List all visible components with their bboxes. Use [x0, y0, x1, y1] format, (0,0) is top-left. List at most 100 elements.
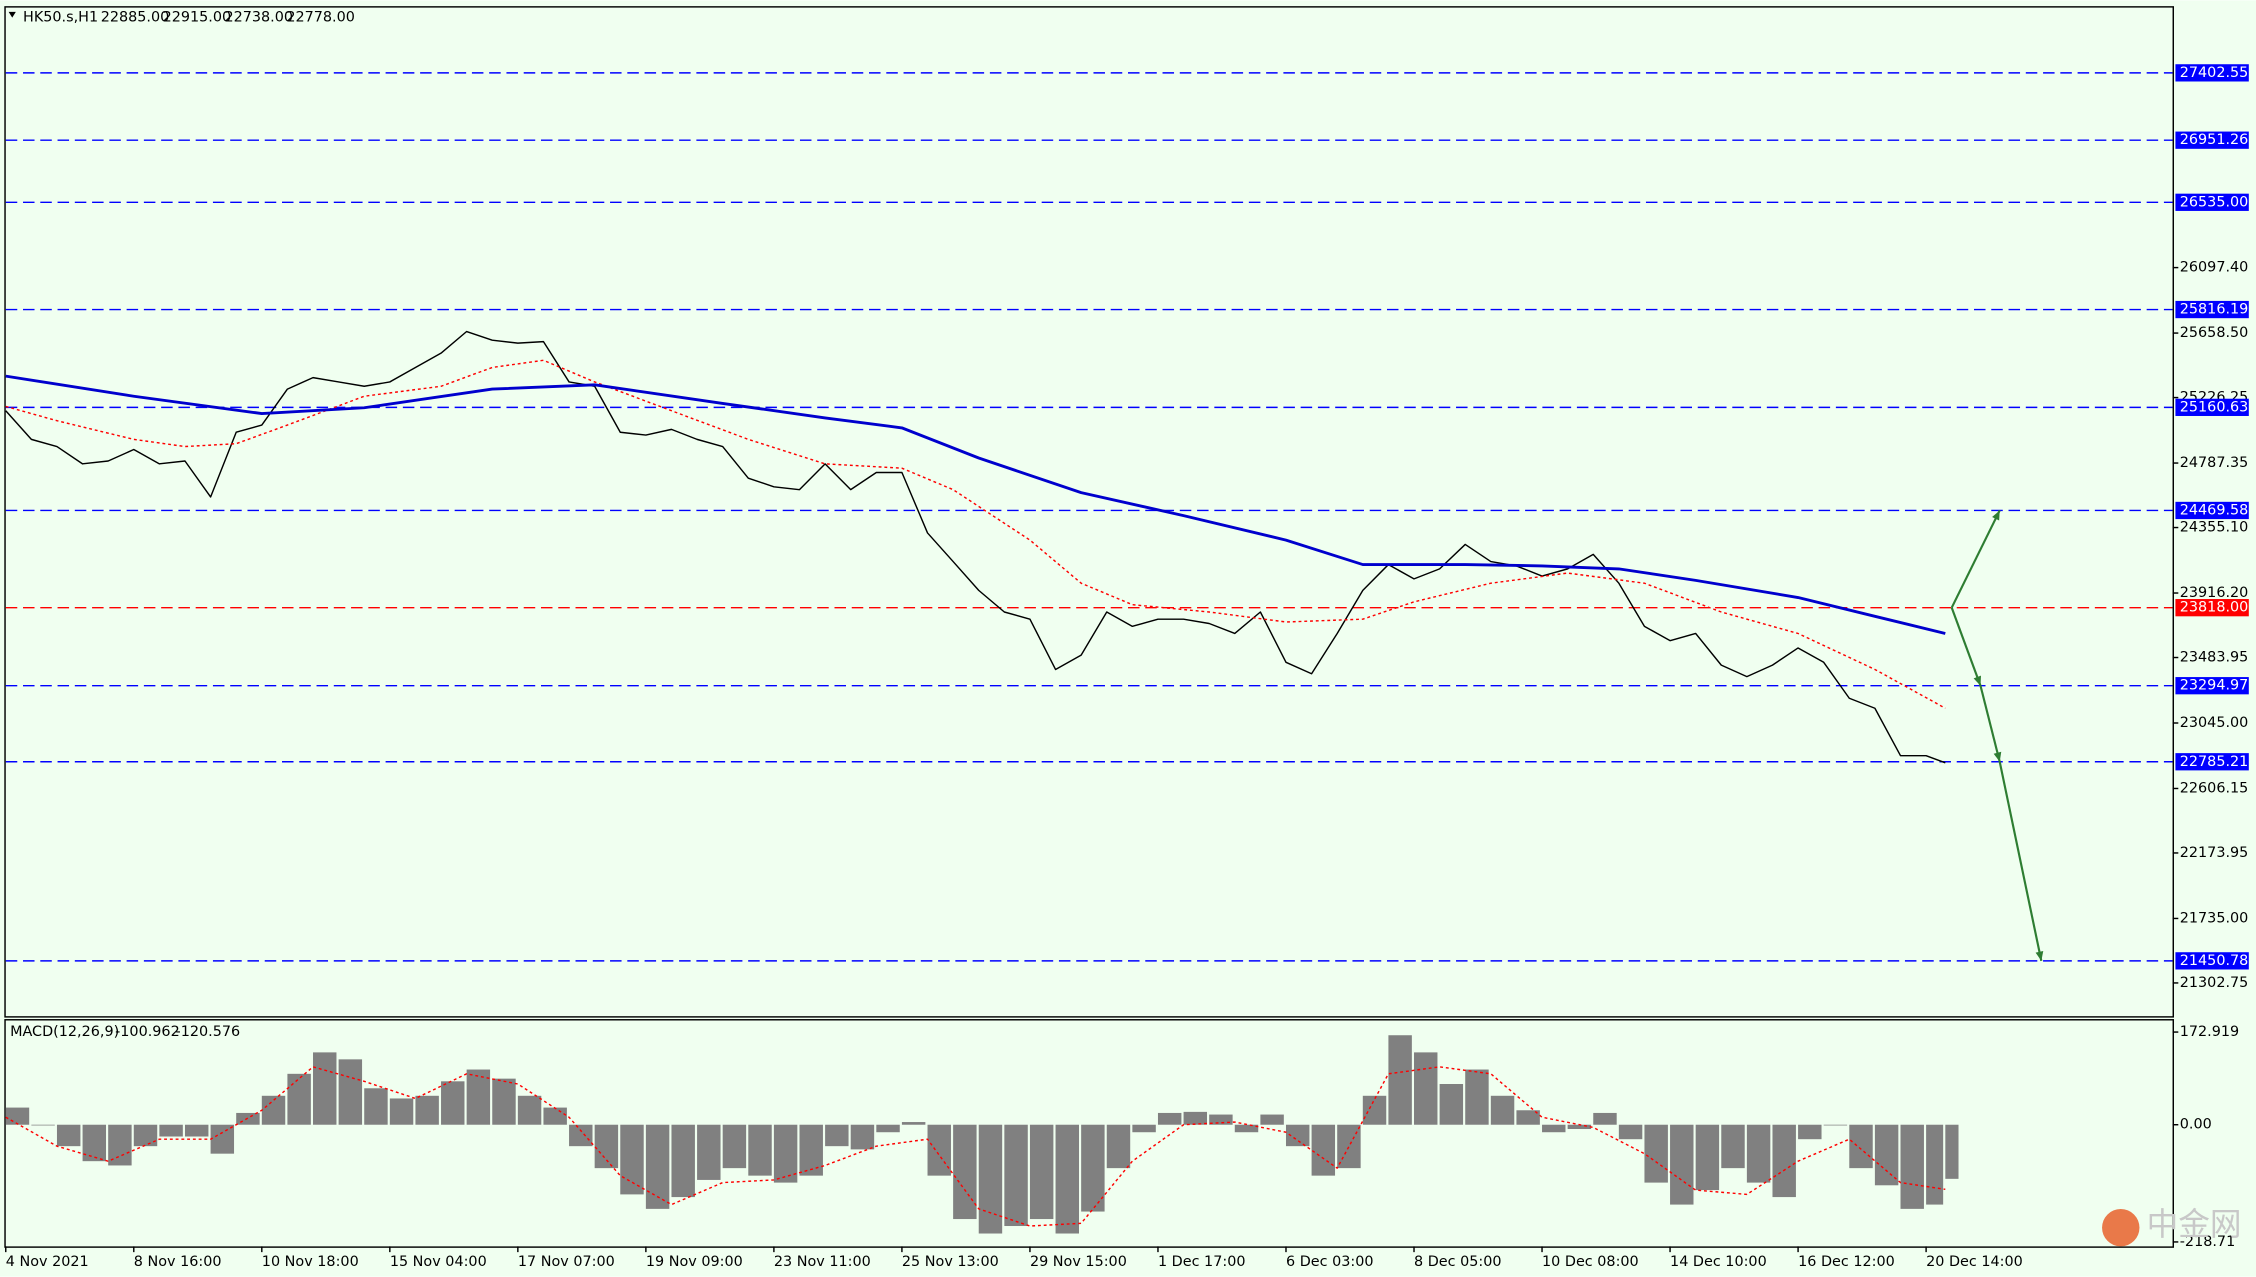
- macd-value: -100.962: [115, 1024, 180, 1040]
- main-panel: [4, 6, 2174, 1018]
- level-label: 23818.00: [2180, 600, 2249, 616]
- macd-bar: [1670, 1124, 1694, 1205]
- x-tick-label: 19 Nov 09:00: [646, 1254, 743, 1270]
- macd-bar: [953, 1124, 977, 1220]
- macd-bar: [338, 1059, 363, 1125]
- level-box: [2175, 193, 2249, 211]
- macd-bar: [1849, 1124, 1873, 1169]
- macd-bar: [645, 1124, 670, 1209]
- level-box: [2175, 753, 2249, 771]
- watermark: 中金网: [2147, 1207, 2242, 1243]
- macd-bar: [31, 1124, 55, 1126]
- x-tick-label: 14 Dec 10:00: [1670, 1254, 1767, 1270]
- macd-bar: [1337, 1124, 1361, 1169]
- macd-bar: [313, 1052, 337, 1125]
- y-tick-label: 24787.35: [2180, 455, 2249, 471]
- y-tick-label: 23045.00: [2180, 715, 2249, 731]
- level-box: [2175, 952, 2249, 970]
- level-box: [2175, 300, 2249, 319]
- macd-bar: [1234, 1124, 1259, 1133]
- menu-triangle[interactable]: [8, 11, 16, 18]
- macd-bar: [492, 1078, 516, 1125]
- macd-bar: [108, 1124, 132, 1166]
- macd-bar: [56, 1124, 81, 1147]
- series-line: [5, 330, 1946, 764]
- macd-bar: [927, 1124, 951, 1176]
- arrow-head: [1992, 510, 2000, 521]
- x-tick-label: 17 Nov 07:00: [518, 1254, 615, 1270]
- macd-bar: [1798, 1124, 1822, 1140]
- macd-bar: [1439, 1084, 1464, 1125]
- x-tick-label: 25 Nov 13:00: [902, 1254, 999, 1270]
- x-tick-label: 8 Nov 16:00: [134, 1254, 222, 1270]
- macd-bar: [466, 1069, 491, 1125]
- series-line: [5, 359, 1946, 709]
- ohlc-high: 22915.00: [163, 10, 232, 26]
- series-line: [5, 1066, 1946, 1227]
- y-tick-label: 22606.15: [2180, 780, 2249, 796]
- watermark-logo: [2102, 1208, 2140, 1247]
- macd-bar: [543, 1107, 567, 1125]
- macd-bar: [364, 1088, 388, 1125]
- x-tick-label: 1 Dec 17:00: [1158, 1254, 1246, 1270]
- macd-bar: [184, 1124, 209, 1137]
- ohlc-close: 22778.00: [286, 10, 355, 26]
- macd-bar: [1618, 1124, 1643, 1140]
- macd-bar: [1772, 1124, 1796, 1198]
- y-tick-label: 0.00: [2180, 1117, 2212, 1133]
- macd-bar: [1465, 1069, 1489, 1125]
- level-label: 26951.26: [2180, 132, 2249, 148]
- macd-bar: [415, 1095, 439, 1125]
- arrow-head: [2035, 950, 2044, 961]
- level-label: 25160.63: [2180, 399, 2249, 415]
- level-label: 22785.21: [2180, 754, 2249, 770]
- macd-bar: [133, 1124, 158, 1147]
- macd-title: MACD(12,26,9): [10, 1024, 119, 1040]
- macd-bar: [876, 1124, 900, 1133]
- macd-bar: [773, 1124, 798, 1183]
- y-tick-label: 24355.10: [2180, 520, 2249, 536]
- macd-bar: [1900, 1124, 1924, 1209]
- macd-bar: [901, 1122, 926, 1125]
- macd-bar: [1081, 1124, 1105, 1212]
- macd-bar: [1362, 1095, 1387, 1125]
- macd-bar: [1183, 1111, 1208, 1125]
- arrow-line: [1979, 685, 2001, 763]
- macd-bar: [1157, 1112, 1182, 1125]
- level-box: [2175, 131, 2249, 149]
- macd-layer: 172.919 0.00 -218.71: [5, 1024, 2239, 1250]
- main-layer: 26097.4025658.5025226.2524787.3524355.10…: [5, 64, 2249, 1270]
- macd-bar: [1004, 1124, 1028, 1227]
- macd-bar: [1055, 1124, 1079, 1234]
- macd-bar: [1516, 1110, 1540, 1125]
- macd-bar: [82, 1124, 107, 1162]
- macd-bar: [722, 1124, 747, 1169]
- y-tick-label: 26097.40: [2180, 260, 2249, 276]
- macd-bar: [671, 1124, 695, 1198]
- x-tick-label: 8 Dec 05:00: [1414, 1254, 1502, 1270]
- y-tick-label: 25658.50: [2180, 325, 2249, 341]
- macd-bar: [978, 1124, 1003, 1234]
- macd-bar: [1260, 1114, 1284, 1125]
- macd-panel: [4, 1019, 2174, 1248]
- macd-bar: [1945, 1124, 1959, 1179]
- x-tick-label: 10 Nov 18:00: [262, 1254, 359, 1270]
- x-tick-label: 29 Nov 15:00: [1030, 1254, 1127, 1270]
- ohlc-low: 22738.00: [224, 10, 293, 26]
- macd-bar: [1823, 1124, 1848, 1126]
- macd-bar: [1644, 1124, 1668, 1183]
- arrow-head: [1973, 675, 1981, 686]
- macd-bar: [1721, 1124, 1745, 1169]
- macd-bar: [1746, 1124, 1771, 1183]
- macd-bar: [1132, 1124, 1156, 1133]
- level-label: 27402.55: [2180, 65, 2249, 81]
- level-box: [2175, 501, 2249, 520]
- arrow-line: [1950, 607, 1982, 687]
- level-box: [2175, 677, 2249, 695]
- x-tick-label: 20 Dec 14:00: [1926, 1254, 2023, 1270]
- macd-bar: [1695, 1124, 1720, 1191]
- macd-bar: [594, 1124, 619, 1169]
